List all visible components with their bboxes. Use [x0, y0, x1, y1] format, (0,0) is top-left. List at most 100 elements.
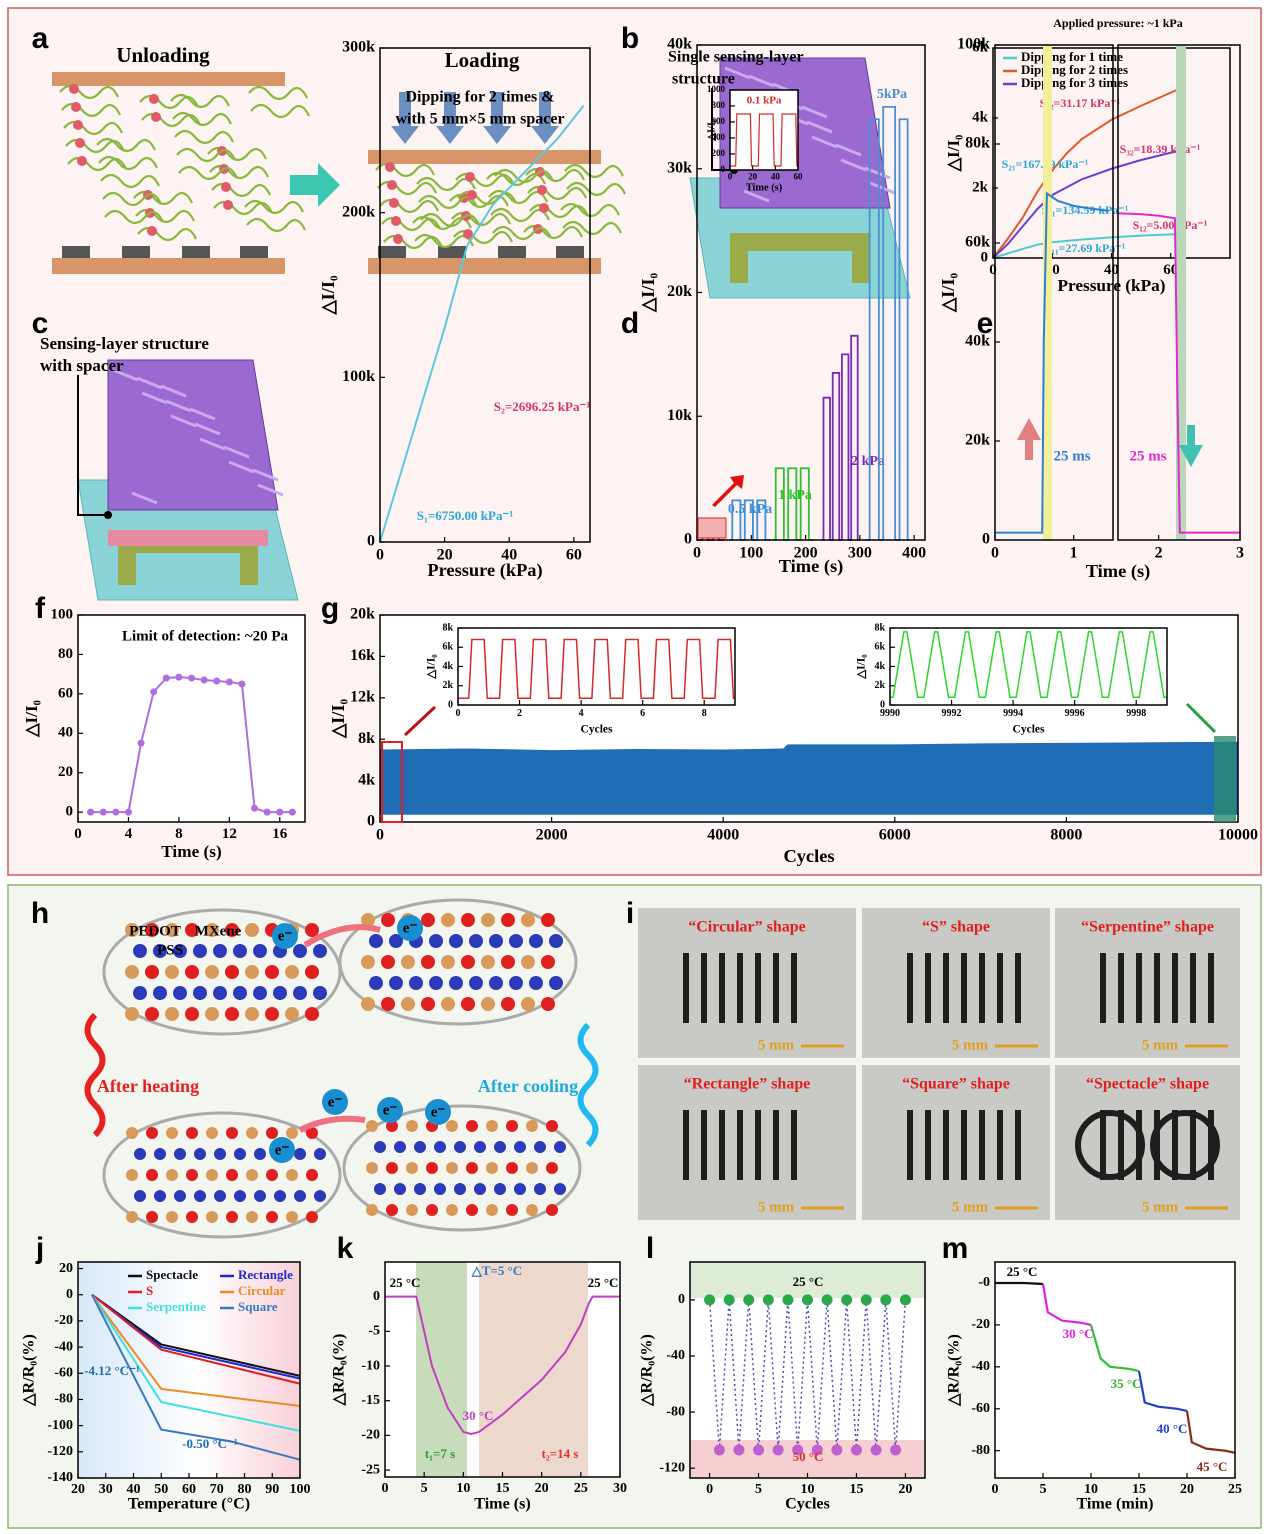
atom — [454, 1141, 466, 1153]
atom — [509, 934, 523, 948]
atom — [294, 1190, 306, 1202]
x-tick-label: 2 — [517, 708, 522, 719]
texture — [811, 135, 838, 149]
y-tick-label: 0 — [66, 804, 74, 820]
electron-label: e⁻ — [275, 1142, 290, 1158]
fiber — [560, 202, 620, 218]
atom — [486, 1204, 498, 1216]
panel-letter: a — [32, 22, 49, 55]
y-tick-label: -80 — [666, 1404, 685, 1419]
atom — [506, 1162, 518, 1174]
highlight — [1017, 418, 1041, 460]
atom — [529, 976, 543, 990]
electrode — [122, 246, 150, 258]
fiber — [98, 155, 158, 171]
atom — [145, 965, 159, 979]
atom — [245, 965, 259, 979]
caption: Single sensing-layer — [668, 49, 804, 66]
atom — [406, 1120, 418, 1132]
x-tick-label: 0 — [991, 544, 999, 561]
annotation: 25 ms — [1053, 448, 1090, 464]
marker — [723, 1294, 735, 1306]
atom — [166, 1169, 178, 1181]
marker — [831, 1444, 843, 1456]
atom — [474, 1141, 486, 1153]
atom — [193, 986, 207, 1000]
particle — [385, 162, 395, 172]
y-tick-label: 200k — [342, 203, 375, 220]
atom — [286, 1169, 298, 1181]
print-line — [1118, 953, 1124, 1023]
marker — [188, 674, 195, 682]
y-tick-label: -120 — [659, 1460, 685, 1475]
y-tick-label: -60 — [971, 1401, 990, 1416]
x-tick-label: 16 — [272, 826, 288, 842]
particle — [69, 84, 79, 94]
x-tick-label: 60 — [566, 546, 582, 563]
atom — [494, 1183, 506, 1195]
marker — [792, 1444, 804, 1456]
atom — [293, 986, 307, 1000]
shade — [416, 1262, 467, 1477]
particle — [223, 200, 233, 210]
atom — [226, 1211, 238, 1223]
y-axis-label: △R/R₀(%) — [21, 1334, 38, 1407]
annotation: S₁₁=27.69 kPa⁻¹ — [1045, 241, 1126, 255]
chart-title: Limit of detection: ~20 Pa — [122, 628, 289, 644]
x-axis-label: Time (s) — [1086, 561, 1151, 582]
x-tick-label: 40 — [127, 1482, 141, 1497]
atom — [134, 1190, 146, 1202]
print-line — [701, 953, 707, 1023]
texture — [141, 391, 168, 405]
atom — [486, 1162, 498, 1174]
atom — [441, 913, 455, 927]
y-tick-label: 0 — [678, 1292, 685, 1307]
print-line — [1100, 1110, 1106, 1180]
y-tick-label: 4k — [972, 109, 989, 125]
y-tick-label: 40 — [58, 725, 73, 741]
series-line — [1089, 1324, 1140, 1373]
atom — [186, 1127, 198, 1139]
marker — [200, 676, 208, 684]
x-tick-label: 10 — [456, 1481, 470, 1496]
series-line — [1117, 212, 1240, 534]
y-axis-label: △I/I₀ — [22, 700, 41, 738]
texture — [199, 437, 226, 451]
atom — [285, 1007, 299, 1021]
wave-arrow — [84, 1012, 106, 1138]
y-axis-label: △I/I₀ — [938, 272, 958, 313]
panel-letter: b — [621, 22, 639, 55]
x-tick-label: 12 — [222, 826, 237, 842]
atom — [369, 934, 383, 948]
marker — [802, 1294, 813, 1306]
print-line — [791, 953, 797, 1023]
fiber — [174, 129, 234, 145]
print-line — [719, 1110, 725, 1180]
plot-frame — [994, 1261, 1236, 1479]
marker — [753, 1444, 765, 1456]
legend-label: Rectangle — [238, 1267, 293, 1282]
x-tick-label: 60 — [1163, 262, 1178, 278]
atom — [414, 1141, 426, 1153]
atom — [225, 923, 239, 937]
atom — [154, 1148, 166, 1160]
series-line — [91, 1294, 301, 1432]
highlight — [1185, 702, 1217, 734]
particle — [221, 182, 231, 192]
sensing-layer — [107, 359, 279, 511]
chart-title: 0.1 kPa — [747, 95, 782, 107]
atom — [454, 1183, 466, 1195]
plot-frame — [889, 627, 1168, 706]
atom — [125, 1007, 139, 1021]
y-tick-label: 60 — [58, 685, 73, 701]
print-ring — [1150, 1110, 1220, 1180]
y-tick-label: 20 — [58, 764, 73, 780]
caption: After cooling — [478, 1076, 578, 1096]
legend-label: Serpentine — [146, 1299, 206, 1314]
atom — [486, 1120, 498, 1132]
legend-label: Square — [238, 1299, 278, 1314]
x-tick-label: 2 — [1155, 544, 1163, 561]
atom — [234, 1148, 246, 1160]
x-tick-label: 1 — [1070, 544, 1078, 561]
electron — [269, 1137, 295, 1163]
